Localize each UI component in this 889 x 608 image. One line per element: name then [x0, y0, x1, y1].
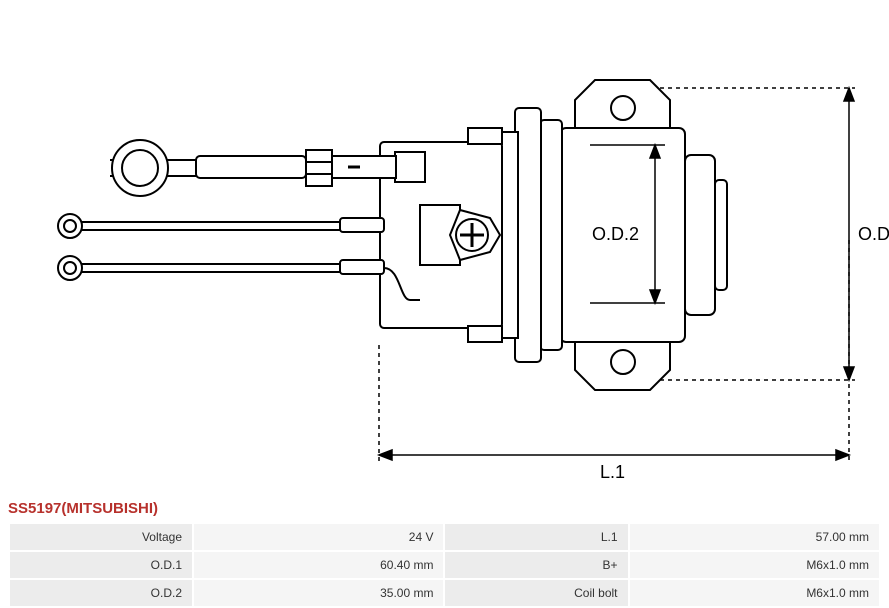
- spec-value: 57.00 mm: [630, 524, 880, 550]
- dimension-od1-label: O.D.1: [858, 224, 889, 244]
- spec-value: M6x1.0 mm: [630, 580, 880, 606]
- spec-value: 35.00 mm: [194, 580, 443, 606]
- spec-value: 24 V: [194, 524, 443, 550]
- dimension-l1-label: L.1: [600, 462, 625, 482]
- page-root: L.1 O.D.1 O.D.2 SS5197(MITSUBISHI): [0, 0, 889, 607]
- table-row: O.D.2 35.00 mm Coil bolt M6x1.0 mm: [10, 580, 879, 606]
- solenoid-body: [685, 155, 727, 315]
- spec-value: 60.40 mm: [194, 552, 443, 578]
- specs-table: Voltage 24 V L.1 57.00 mm O.D.1 60.40 mm…: [8, 522, 881, 608]
- spec-label: Coil bolt: [445, 580, 627, 606]
- spec-value: M6x1.0 mm: [630, 552, 880, 578]
- top-lead: [110, 140, 306, 196]
- spec-label: Voltage: [10, 524, 192, 550]
- table-row: O.D.1 60.40 mm B+ M6x1.0 mm: [10, 552, 879, 578]
- spec-label: O.D.2: [10, 580, 192, 606]
- part-title: SS5197(MITSUBISHI): [8, 500, 158, 517]
- lead-wire-2: [58, 256, 420, 300]
- technical-diagram: L.1 O.D.1 O.D.2: [0, 0, 889, 490]
- spec-label: O.D.1: [10, 552, 192, 578]
- dimension-od2-label: O.D.2: [592, 224, 639, 244]
- lead-wire-1: [58, 214, 384, 238]
- table-row: Voltage 24 V L.1 57.00 mm: [10, 524, 879, 550]
- spec-label: B+: [445, 552, 627, 578]
- spec-label: L.1: [445, 524, 627, 550]
- top-terminal: [306, 150, 425, 186]
